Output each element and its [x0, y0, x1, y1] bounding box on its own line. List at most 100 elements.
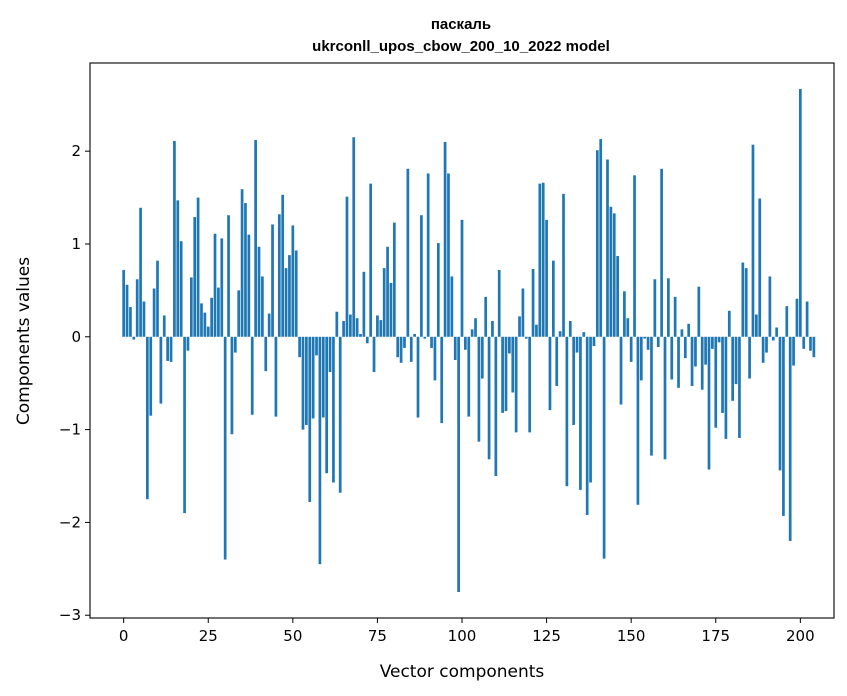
x-tick-label: 175 — [701, 627, 730, 645]
bar-19 — [186, 336, 190, 351]
bar-32 — [230, 336, 234, 435]
bar-41 — [261, 276, 264, 337]
bar-102 — [467, 336, 471, 417]
bar-171 — [700, 336, 704, 390]
y-tick-label: −2 — [59, 513, 81, 531]
bar-159 — [660, 168, 663, 337]
x-axis-ticks: 0 25 50 75 100 125 150 175 200 — [119, 618, 815, 645]
bar-93 — [436, 243, 440, 337]
bar-25 — [206, 326, 210, 337]
bar-49 — [288, 255, 291, 337]
bar-177 — [721, 336, 724, 413]
bar-114 — [508, 336, 511, 354]
bar-155 — [646, 336, 650, 350]
bar-48 — [284, 268, 288, 337]
bar-4 — [135, 279, 139, 337]
bar-199 — [795, 298, 799, 337]
bar-149 — [626, 318, 630, 337]
bar-87 — [416, 336, 420, 418]
bar-127 — [552, 260, 555, 337]
bar-128 — [555, 336, 559, 386]
bar-180 — [731, 336, 735, 401]
bar-129 — [558, 331, 562, 337]
bar-133 — [572, 336, 576, 425]
bar-148 — [623, 291, 626, 337]
bar-146 — [616, 256, 619, 337]
bar-191 — [768, 276, 772, 337]
bar-100 — [460, 219, 464, 337]
bar-47 — [281, 194, 285, 337]
bar-88 — [420, 215, 423, 337]
bar-62 — [332, 336, 335, 483]
bar-184 — [744, 268, 748, 337]
bar-7 — [145, 336, 149, 500]
bar-53 — [301, 336, 305, 430]
bar-5 — [139, 207, 142, 337]
bar-30 — [223, 336, 227, 560]
bar-99 — [457, 336, 460, 593]
bar-63 — [335, 311, 339, 337]
chart-title: паскаль — [431, 16, 491, 33]
bar-8 — [149, 336, 153, 416]
bar-0 — [122, 269, 126, 337]
bar-157 — [653, 279, 657, 337]
bar-164 — [677, 336, 680, 388]
bar-91 — [430, 336, 433, 348]
bar-20 — [189, 277, 193, 337]
bar-66 — [345, 196, 349, 337]
x-tick-label: 125 — [532, 627, 561, 645]
bar-3 — [132, 336, 136, 340]
bar-27 — [213, 233, 217, 337]
bar-90 — [426, 173, 430, 337]
bar-13 — [166, 336, 169, 361]
bar-175 — [714, 336, 718, 428]
bar-117 — [518, 316, 521, 337]
bar-195 — [782, 336, 785, 516]
bar-95 — [443, 141, 447, 337]
bar-123 — [538, 183, 542, 337]
bar-22 — [196, 197, 200, 337]
bar-67 — [349, 314, 352, 337]
bar-110 — [494, 336, 498, 476]
bar-17 — [179, 241, 183, 337]
bar-6 — [142, 301, 146, 337]
bar-136 — [582, 332, 586, 337]
bar-10 — [156, 260, 159, 337]
bar-163 — [673, 296, 677, 337]
x-tick-label: 200 — [786, 627, 815, 645]
bar-204 — [812, 336, 816, 358]
bar-124 — [541, 182, 545, 337]
plot-frame — [89, 62, 835, 619]
bar-145 — [612, 213, 616, 337]
x-tick-label: 150 — [617, 627, 646, 645]
bar-21 — [193, 217, 197, 337]
bar-76 — [379, 320, 383, 337]
bar-57 — [315, 336, 318, 356]
bar-33 — [233, 336, 237, 353]
bar-135 — [579, 336, 582, 490]
bar-172 — [704, 336, 707, 365]
bar-197 — [788, 336, 792, 541]
bar-61 — [328, 336, 332, 373]
bar-31 — [227, 215, 230, 337]
bar-112 — [501, 336, 504, 413]
y-tick-label: −3 — [59, 606, 81, 624]
y-axis-ticks: −3 −2 −1 0 1 2 — [59, 142, 90, 624]
bars-group — [122, 88, 816, 593]
bar-74 — [372, 336, 376, 373]
bar-72 — [365, 336, 369, 344]
bar-139 — [592, 336, 596, 347]
bar-109 — [491, 321, 494, 337]
bar-42 — [264, 336, 268, 372]
bar-34 — [237, 290, 241, 337]
bar-75 — [376, 315, 379, 337]
bar-69 — [355, 318, 359, 337]
bar-170 — [697, 286, 701, 337]
bar-106 — [480, 336, 484, 379]
bar-50 — [291, 225, 295, 337]
y-axis-label: Components values — [14, 257, 34, 425]
bar-193 — [775, 327, 779, 337]
bar-38 — [250, 336, 254, 415]
bar-78 — [386, 246, 389, 337]
